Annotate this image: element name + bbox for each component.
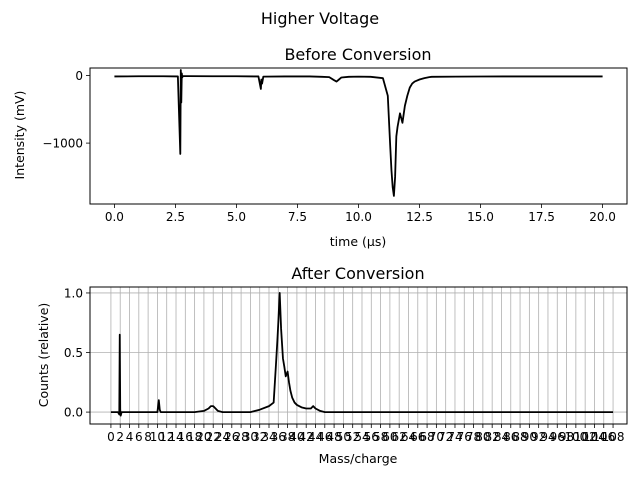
x-tick-label: 36 (271, 430, 286, 444)
y-tick-label: 0.0 (64, 406, 83, 420)
x-tick-label: 20.0 (589, 210, 616, 224)
x-tick-label: 0.0 (105, 210, 124, 224)
before-conversion-xlabel: time (μs) (330, 234, 386, 249)
x-tick-label: 60 (382, 430, 397, 444)
figure-suptitle: Higher Voltage (261, 9, 379, 28)
x-tick-label: 18 (187, 430, 202, 444)
x-tick-label: 10 (150, 430, 165, 444)
x-tick-label: 96 (550, 430, 565, 444)
x-tick-label: 70 (429, 430, 444, 444)
y-tick-label: 0.5 (64, 346, 83, 360)
x-tick-label: 82 (485, 430, 500, 444)
x-tick-label: 26 (224, 430, 239, 444)
x-tick-label: 2.5 (166, 210, 185, 224)
x-tick-label: 106 (592, 430, 615, 444)
x-tick-label: 74 (447, 430, 462, 444)
x-tick-label: 16 (178, 430, 193, 444)
x-tick-label: 8 (144, 430, 152, 444)
x-tick-label: 46 (317, 430, 332, 444)
before-conversion-ylabel: Intensity (mV) (12, 91, 27, 180)
y-tick-label: −1000 (42, 137, 83, 151)
x-tick-label: 22 (206, 430, 221, 444)
x-tick-label: 56 (364, 430, 379, 444)
x-tick-label: 34 (261, 430, 276, 444)
x-tick-label: 0 (107, 430, 115, 444)
after-conversion-series-line (110, 292, 614, 417)
x-tick-label: 4 (126, 430, 134, 444)
x-tick-label: 94 (540, 430, 555, 444)
x-tick-label: 32 (252, 430, 267, 444)
x-tick-label: 80 (475, 430, 490, 444)
x-tick-label: 42 (299, 430, 314, 444)
x-tick-label: 24 (215, 430, 230, 444)
x-tick-label: 62 (392, 430, 407, 444)
x-tick-label: 66 (410, 430, 425, 444)
before-conversion-series-line (114, 69, 603, 197)
x-tick-label: 12.5 (406, 210, 433, 224)
x-tick-label: 50 (336, 430, 351, 444)
x-tick-label: 64 (401, 430, 416, 444)
before-conversion-axes-frame (89, 67, 628, 205)
x-tick-label: 15.0 (467, 210, 494, 224)
x-tick-label: 30 (243, 430, 258, 444)
x-tick-label: 5.0 (227, 210, 246, 224)
x-tick-label: 40 (289, 430, 304, 444)
x-tick-label: 58 (373, 430, 388, 444)
x-tick-label: 2 (116, 430, 124, 444)
after-conversion-axes-frame (89, 286, 628, 425)
x-tick-label: 84 (494, 430, 509, 444)
x-tick-label: 68 (419, 430, 434, 444)
x-tick-label: 12 (159, 430, 174, 444)
x-tick-label: 17.5 (528, 210, 555, 224)
x-tick-label: 6 (135, 430, 143, 444)
x-tick-label: 108 (602, 430, 625, 444)
x-tick-label: 20 (196, 430, 211, 444)
x-tick-label: 90 (522, 430, 537, 444)
x-tick-label: 38 (280, 430, 295, 444)
x-tick-label: 72 (438, 430, 453, 444)
after-conversion-ylabel: Counts (relative) (36, 303, 51, 408)
x-tick-label: 86 (503, 430, 518, 444)
x-tick-label: 14 (168, 430, 183, 444)
x-tick-label: 92 (531, 430, 546, 444)
x-tick-label: 78 (466, 430, 481, 444)
x-tick-label: 88 (512, 430, 527, 444)
x-tick-label: 54 (354, 430, 369, 444)
after-conversion-title: After Conversion (291, 264, 424, 283)
before-conversion-plot: Before Conversion time (μs) Intensity (m… (12, 45, 628, 249)
x-tick-label: 52 (345, 430, 360, 444)
x-tick-label: 7.5 (288, 210, 307, 224)
x-tick-label: 102 (574, 430, 597, 444)
before-conversion-title: Before Conversion (284, 45, 431, 64)
x-tick-label: 104 (583, 430, 606, 444)
x-tick-label: 10.0 (345, 210, 372, 224)
x-tick-label: 48 (326, 430, 341, 444)
x-tick-label: 28 (233, 430, 248, 444)
y-tick-label: 0 (75, 69, 83, 83)
x-tick-label: 76 (457, 430, 472, 444)
y-tick-label: 1.0 (64, 286, 83, 300)
x-tick-label: 44 (308, 430, 323, 444)
x-tick-label: 100 (564, 430, 587, 444)
after-conversion-xlabel: Mass/charge (319, 451, 398, 466)
after-conversion-plot: After Conversion Mass/charge Counts (rel… (36, 264, 628, 466)
x-tick-label: 98 (559, 430, 574, 444)
